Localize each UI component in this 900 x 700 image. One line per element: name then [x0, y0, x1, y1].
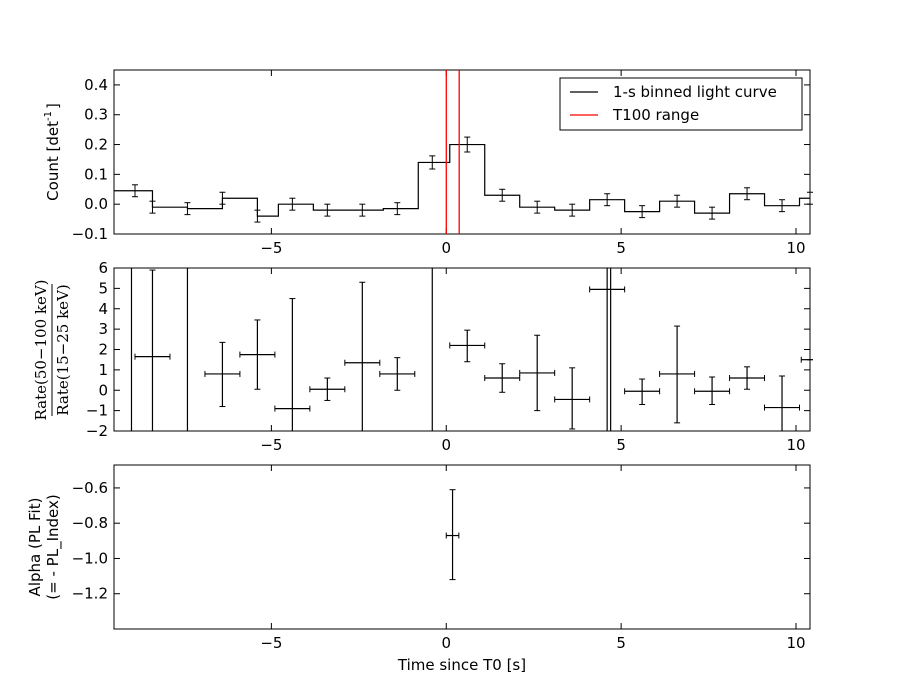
legend-label-t100: T100 range	[612, 106, 699, 124]
light-curve-panel: −5 0 5 10−0.10.00.10.20.30.4 Count [det-1] …	[43, 69, 813, 257]
x-tick-label: 0	[441, 239, 451, 257]
legend-box	[559, 77, 803, 131]
y-tick-label: −0.8	[72, 514, 108, 532]
y-tick-label: 0	[98, 381, 108, 399]
hardness-ratio-data	[130, 267, 813, 432]
alpha-panel: −5 0 5 10 −1.2 −1.0 −0.8 −0.6 Alpha (PL Fit) (=…	[26, 464, 811, 674]
y-tick-label: 4	[98, 300, 108, 318]
alpha-ylabel-line2: (= - PL_Index)	[44, 494, 63, 599]
y-tick-label: 6	[98, 259, 108, 277]
legend-label-light-curve: 1-s binned light curve	[613, 83, 777, 101]
x-axis-label: Time since T0 [s]	[397, 656, 526, 674]
x-tick-label: 5	[616, 436, 626, 454]
hardness-ratio-panel: −5 0 5 10 −2 −1 0 1 2 3 4 5 6 Rate(50−100 keV) Rate(…	[32, 259, 813, 454]
light-curve-ylabel: Count [det-1]	[43, 103, 62, 201]
x-tick-label: 10	[786, 436, 805, 454]
y-tick-label: −1.0	[72, 549, 108, 567]
x-tick-label: 5	[616, 239, 626, 257]
x-tick-label: 5	[616, 634, 626, 652]
y-tick-label: 3	[98, 320, 108, 338]
alpha-frame	[113, 464, 811, 630]
y-tick-label: 0.2	[84, 136, 108, 154]
hardness-ratio-ticks: −5 0 5 10 −2 −1 0 1 2 3 4 5 6	[86, 259, 810, 454]
y-tick-label: 0.1	[84, 165, 108, 183]
light-curve-ticks: −5 0 5 10 −0.1 0.0 0.1 0.2 0.3 0.4	[72, 70, 810, 257]
hardness-ratio-ylabel-numerator: Rate(50−100 keV)	[32, 279, 50, 420]
x-tick-label: 0	[441, 634, 451, 652]
alpha-ticks: −5 0 5 10 −1.2 −1.0 −0.8 −0.6	[72, 465, 810, 652]
light-curve-frame	[113, 69, 811, 235]
y-tick-label: −0.6	[72, 479, 108, 497]
x-tick-label: −5	[260, 634, 282, 652]
y-tick-label: 1	[98, 361, 108, 379]
y-tick-label: 5	[98, 279, 108, 297]
hardness-ratio-ylabel: Rate(50−100 keV) Rate(15−25 keV)	[32, 279, 72, 420]
light-curve-data	[114, 70, 813, 234]
light-curve-step-line	[114, 143, 810, 217]
y-tick-label: 0.3	[84, 106, 108, 124]
y-tick-label: −2	[86, 422, 108, 440]
x-tick-label: 10	[786, 634, 805, 652]
y-tick-label: 0.4	[84, 76, 108, 94]
y-tick-label: 0.0	[84, 195, 108, 213]
hardness-ratio-ylabel-denominator: Rate(15−25 keV)	[54, 284, 72, 416]
x-tick-label: 0	[441, 436, 451, 454]
x-tick-label: −5	[260, 436, 282, 454]
hardness-ratio-frame	[113, 267, 811, 432]
x-tick-label: −5	[260, 239, 282, 257]
y-tick-label: 2	[98, 341, 108, 359]
alpha-ylabel-line1: Alpha (PL Fit)	[26, 498, 44, 597]
x-tick-label: 10	[786, 239, 805, 257]
y-tick-label: −0.1	[72, 225, 108, 243]
y-tick-label: −1	[86, 402, 108, 420]
y-tick-label: −1.2	[72, 585, 108, 603]
alpha-data	[445, 489, 460, 581]
legend: 1-s binned light curve T100 range	[559, 77, 803, 131]
